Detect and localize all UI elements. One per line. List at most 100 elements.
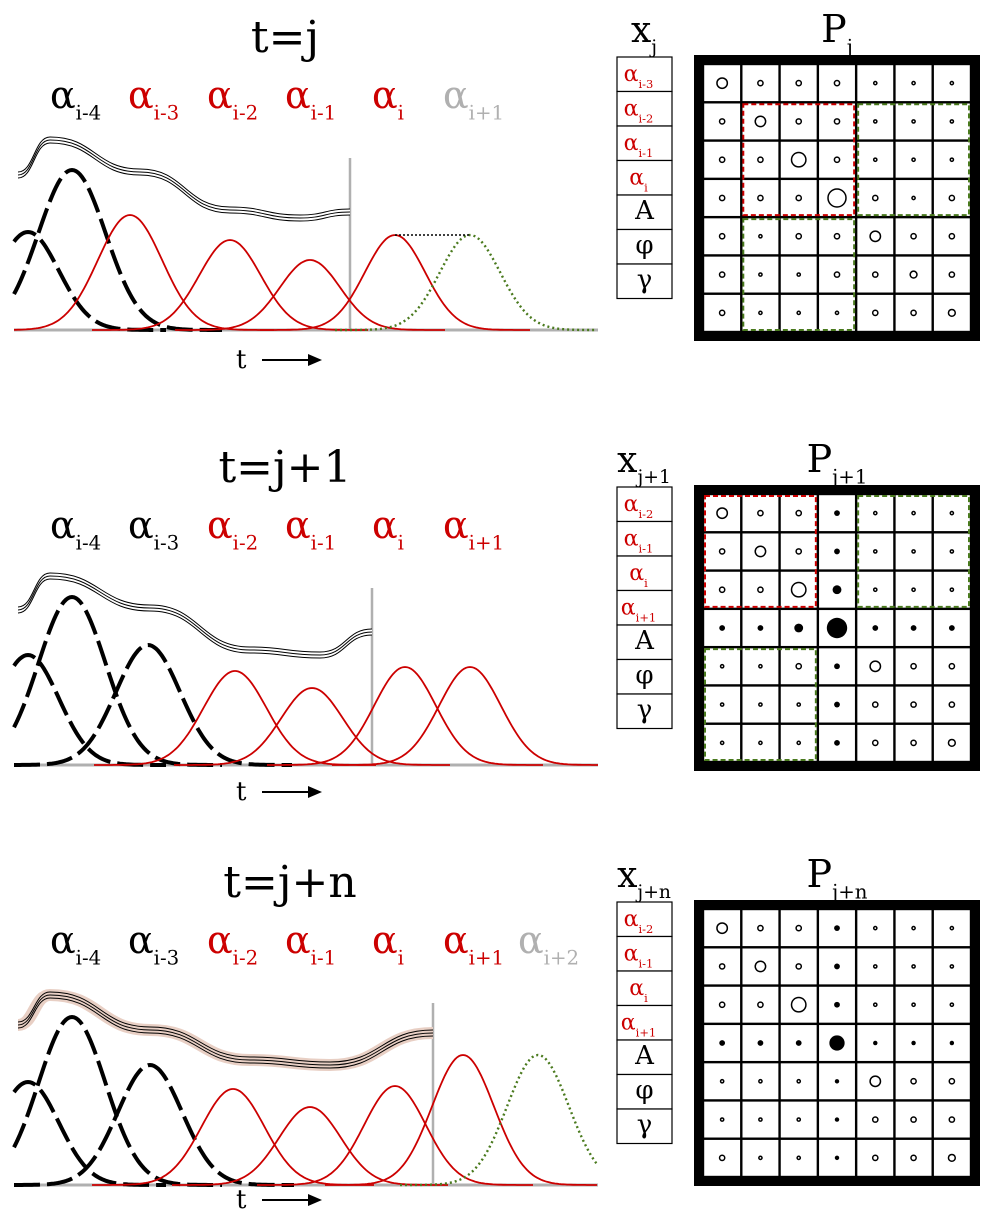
state-vector-title: xj+1 [617, 440, 671, 488]
signal-estimate-line [17, 991, 434, 1063]
covariance-marker [718, 271, 726, 278]
covariance-marker [833, 271, 841, 278]
covariance-title: Pj+1 [807, 437, 868, 488]
alpha-label-base: α [285, 503, 311, 547]
basis-function-curve [94, 670, 376, 766]
signal-estimate-line [17, 994, 434, 1066]
covariance-marker [869, 660, 882, 673]
state-entry: A [634, 196, 655, 226]
covariance-marker [757, 509, 764, 517]
covariance-marker [796, 740, 802, 746]
alpha-label-base: α [207, 73, 233, 117]
alpha-label: αi-4 [50, 73, 101, 124]
covariance-marker [758, 663, 763, 669]
state-entry-sub: i-2 [639, 507, 654, 521]
covariance-marker [872, 625, 879, 631]
covariance-marker [949, 157, 955, 163]
covariance-marker [834, 1001, 840, 1008]
covariance-marker [947, 308, 957, 318]
covariance-marker [947, 738, 957, 748]
alpha-label-base: α [128, 73, 154, 117]
covariance-marker [757, 1001, 764, 1009]
state-entry-base: α [629, 561, 644, 586]
covariance-marker [834, 739, 840, 746]
covariance-marker [796, 272, 802, 277]
covariance-marker [719, 1117, 725, 1122]
alpha-label-sub: i [398, 101, 404, 124]
covariance-marker [949, 964, 955, 969]
basis-function-curve [257, 1085, 533, 1186]
state-entry-base: φ [635, 661, 653, 691]
alpha-label-sub: i-3 [154, 946, 180, 969]
alpha-label-base: α [443, 918, 469, 962]
state-vector-title: xj+n [617, 855, 671, 903]
covariance-marker [871, 739, 879, 747]
covariance-marker [795, 924, 803, 932]
covariance-marker [834, 510, 840, 517]
state-entry: αi [629, 166, 648, 195]
state-cell [616, 90, 673, 127]
state-entry-base: α [624, 527, 639, 552]
covariance-marker [872, 157, 878, 163]
alpha-label-base: α [128, 918, 154, 962]
covariance-marker [948, 232, 956, 240]
covariance-marker [871, 271, 879, 278]
covariance-title-base: P [807, 437, 833, 481]
state-entry-base: α [624, 62, 639, 87]
covariance-marker [910, 1116, 917, 1123]
state-entry: A [634, 626, 655, 656]
basis-function-curve [92, 239, 368, 331]
covariance-marker [948, 1077, 956, 1085]
state-cell [616, 486, 673, 523]
alpha-label-base: α [128, 503, 154, 547]
alpha-label: αi-2 [207, 918, 258, 969]
covariance-marker [795, 118, 803, 125]
covariance-marker [869, 230, 882, 243]
covariance-marker [911, 587, 916, 593]
covariance-marker [834, 310, 840, 316]
state-vector-title-base: x [631, 10, 651, 51]
alpha-label-sub: i-1 [311, 946, 337, 969]
alpha-label: αi-3 [128, 918, 179, 969]
covariance-marker [796, 1155, 802, 1161]
covariance-marker [719, 625, 726, 631]
covariance-marker [758, 233, 763, 239]
alpha-label-sub: i [398, 946, 404, 969]
alpha-label-base: α [50, 918, 76, 962]
covariance-marker [872, 925, 878, 931]
state-entry-sub: i [644, 991, 648, 1005]
covariance-marker [719, 1078, 725, 1084]
cross-covariance-highlight [857, 495, 971, 608]
covariance-marker [757, 194, 764, 202]
covariance-marker [949, 925, 955, 931]
alpha-label-sub: i-1 [311, 531, 337, 554]
state-entry-base: A [634, 1041, 655, 1071]
covariance-marker [795, 509, 803, 517]
alpha-label-sub: i+2 [544, 946, 579, 969]
covariance-marker [910, 739, 917, 747]
covariance-marker [871, 1116, 879, 1123]
alpha-label-sub: i [398, 531, 404, 554]
covariance-marker [754, 115, 767, 128]
basis-function-curve [260, 234, 530, 331]
alpha-label: αi-4 [50, 503, 101, 554]
state-entry: αi [629, 561, 648, 590]
state-entry-sub: i+1 [636, 1025, 657, 1039]
state-entry-base: α [629, 976, 644, 1001]
covariance-marker [795, 662, 803, 670]
alpha-label: αi+1 [443, 503, 504, 554]
covariance-marker [872, 549, 878, 554]
covariance-marker [754, 545, 767, 558]
state-entry: αi-2 [624, 907, 654, 936]
state-entry-base: α [624, 907, 639, 932]
state-entry-base: α [624, 131, 639, 156]
covariance-marker [910, 309, 917, 317]
alpha-label: αi+1 [443, 73, 504, 124]
state-entry-sub: i [644, 576, 648, 590]
covariance-marker [834, 1079, 840, 1084]
covariance-marker [910, 625, 917, 631]
covariance-marker [833, 156, 841, 164]
basis-function-curve [14, 214, 274, 331]
covariance-marker [911, 925, 916, 931]
covariance-marker [790, 581, 807, 598]
